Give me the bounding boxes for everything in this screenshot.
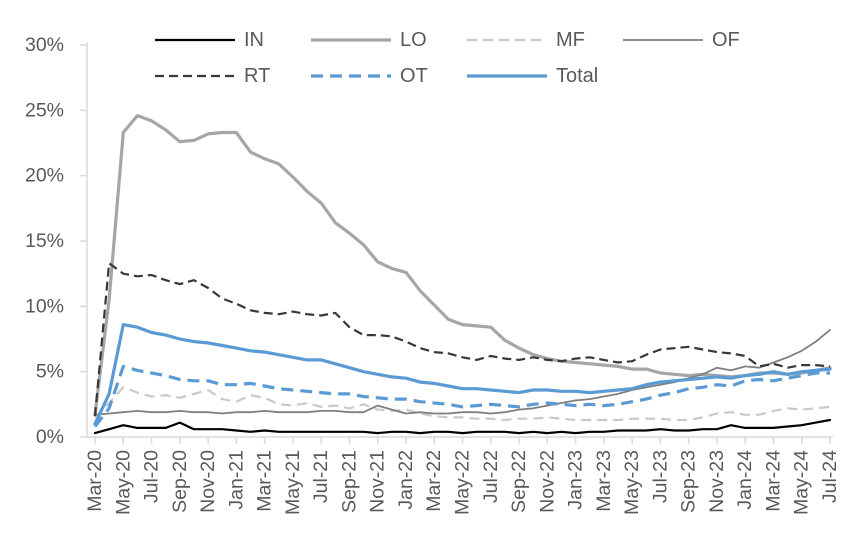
x-axis-label: Mar-22	[423, 450, 445, 512]
x-axis-label: Mar-24	[762, 450, 784, 512]
x-axis-label: May-20	[112, 450, 134, 515]
legend-swatch-ot-line	[311, 74, 391, 78]
legend-label: OF	[712, 29, 740, 51]
legend-label: MF	[556, 29, 585, 51]
x-axis-label: Nov-22	[536, 450, 558, 513]
legend-label: RT	[244, 65, 271, 87]
x-axis-label: Sep-22	[508, 450, 530, 513]
x-axis-label: May-23	[621, 450, 643, 515]
legend-item-ot: OT	[311, 64, 428, 88]
series-line-ot	[93, 364, 830, 428]
legend-item-rt: RT	[155, 64, 270, 88]
x-axis-label: Sep-20	[169, 450, 191, 513]
legend-swatch-lo-line	[311, 38, 391, 42]
x-axis-label: Sep-21	[338, 450, 360, 513]
legend-swatch-rt-line	[155, 74, 235, 78]
legend-label: OT	[400, 65, 428, 87]
series-line-lo	[93, 113, 832, 417]
y-axis-label: 0%	[36, 426, 64, 448]
series-line-in	[93, 418, 832, 435]
legend-swatch-of-line	[623, 39, 703, 41]
x-axis-label: Jul-24	[819, 450, 841, 503]
x-axis-label: May-21	[282, 450, 304, 515]
x-axis-label: Mar-21	[254, 450, 276, 512]
x-axis-label: Jul-21	[310, 450, 332, 503]
x-axis-label: Jan-23	[565, 450, 587, 510]
x-axis-label: Nov-20	[197, 450, 219, 513]
series-line-of	[94, 328, 831, 416]
x-axis-label: Jan-21	[225, 450, 247, 510]
legend-label: LO	[400, 29, 427, 51]
legend-swatch-total-line	[467, 74, 547, 78]
series-line-mf	[94, 386, 831, 422]
legend-swatch-mf-line	[467, 38, 547, 42]
x-axis-label: May-22	[452, 450, 474, 515]
y-axis-label: 25%	[25, 99, 64, 121]
legend-item-mf: MF	[467, 28, 585, 52]
y-axis-label: 15%	[25, 230, 64, 252]
y-axis-label: 30%	[25, 34, 64, 56]
x-axis-label: Nov-23	[706, 450, 728, 513]
chart-legend: IN LO MF OF RT OT Total	[0, 0, 852, 100]
series-line-rt	[93, 262, 831, 417]
series-line-total	[93, 323, 832, 426]
legend-item-total: Total	[467, 64, 598, 88]
legend-item-lo: LO	[311, 28, 427, 52]
x-axis-label: Mar-20	[84, 450, 106, 512]
legend-item-of: OF	[623, 28, 740, 52]
x-axis-label: Jul-22	[480, 450, 502, 503]
x-axis-label: Jul-20	[141, 450, 163, 503]
x-axis-label: Jan-24	[734, 450, 756, 510]
x-axis-label: Mar-23	[593, 450, 615, 512]
x-axis-label: Nov-21	[367, 450, 389, 513]
y-axis-label: 5%	[36, 361, 64, 383]
x-axis-label: Jul-23	[649, 450, 671, 503]
legend-swatch-in-line	[155, 38, 235, 42]
x-axis-label: May-24	[791, 450, 813, 515]
legend-label: Total	[556, 65, 599, 87]
x-axis-label: Jan-22	[395, 450, 417, 510]
y-axis-label: 20%	[25, 165, 64, 187]
y-axis-label: 10%	[25, 295, 64, 317]
legend-item-in: IN	[155, 28, 264, 52]
legend-label: IN	[244, 29, 264, 51]
x-axis-label: Sep-23	[678, 450, 700, 513]
